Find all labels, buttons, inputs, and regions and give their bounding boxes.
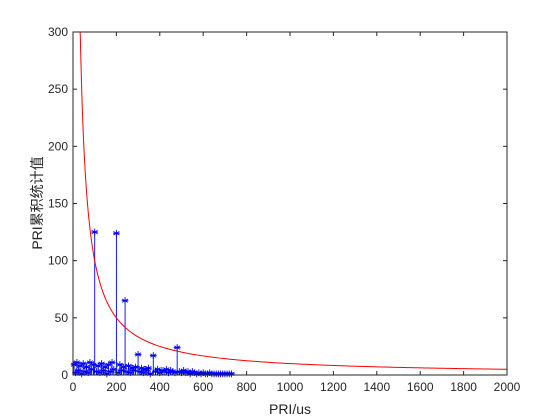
x-tick-label: 800: [237, 380, 257, 394]
stem-marker: [70, 361, 78, 369]
stem-marker: [145, 364, 152, 372]
x-tick-label: 1000: [277, 380, 304, 394]
x-tick-label: 400: [150, 380, 170, 394]
stem-marker: [81, 368, 89, 375]
stem-marker: [146, 370, 154, 378]
stem-marker: [99, 367, 107, 374]
stem-marker: [132, 363, 139, 371]
y-tick-label: 100: [48, 254, 68, 268]
stem-marker: [93, 368, 100, 375]
stem-marker: [88, 365, 96, 373]
stem-marker: [162, 365, 170, 373]
stem-marker: [79, 360, 87, 367]
x-tick-label: 1600: [407, 380, 434, 394]
stem-marker: [125, 362, 132, 370]
y-tick-label: 0: [61, 368, 68, 382]
stem-marker: [121, 297, 129, 305]
stem-marker: [154, 365, 162, 373]
y-tick-label: 300: [48, 25, 68, 39]
stem-marker: [128, 364, 136, 372]
stem-marker: [165, 369, 172, 377]
y-tick-label: 50: [55, 311, 69, 325]
y-axis-ticks: 0 50 100 150 200 250 300: [48, 25, 507, 382]
stem-marker: [78, 370, 86, 378]
stem-marker: [134, 351, 142, 358]
markers-series: [70, 228, 235, 378]
y-tick-label: 250: [48, 82, 68, 96]
stem-marker: [103, 370, 111, 378]
stem-marker: [89, 361, 97, 369]
stem-marker: [91, 228, 99, 236]
x-tick-label: 600: [193, 380, 213, 394]
x-tick-label: 2000: [494, 380, 521, 394]
threshold-curve: [79, 31, 508, 370]
stem-marker: [171, 369, 179, 377]
stem-marker: [83, 363, 90, 371]
stem-marker: [116, 361, 124, 369]
stem-marker: [186, 370, 194, 378]
stem-marker: [94, 362, 102, 370]
stem-marker: [106, 368, 114, 375]
stem-marker: [108, 359, 116, 366]
x-tick-label: 1400: [363, 380, 390, 394]
stem-marker: [76, 362, 84, 370]
stem-marker: [178, 369, 185, 377]
stem-marker: [160, 368, 168, 375]
stem-marker: [101, 363, 109, 371]
stem-marker: [180, 367, 188, 374]
x-tick-label: 1800: [450, 380, 477, 394]
stem-marker: [114, 369, 122, 377]
stem-marker: [130, 367, 138, 374]
stem-marker: [98, 360, 106, 367]
stem-marker: [228, 370, 235, 378]
stem-marker: [96, 369, 104, 377]
plot-area: [70, 31, 508, 378]
stem-marker: [73, 359, 81, 366]
x-tick-label: 200: [106, 380, 126, 394]
stem-marker: [136, 368, 144, 375]
y-tick-label: 150: [48, 197, 68, 211]
plot-background: [73, 32, 507, 375]
stem-marker: [123, 368, 131, 375]
stem-marker: [113, 229, 120, 237]
stem-marker: [184, 368, 192, 375]
stem-marker: [143, 367, 151, 374]
stem-marker: [86, 359, 94, 366]
stem-marker: [72, 369, 80, 377]
stem-marker: [105, 361, 112, 369]
stem-marker: [152, 368, 159, 375]
stem-marker: [118, 367, 126, 374]
stem-marker: [75, 367, 82, 374]
stem-marker: [126, 369, 134, 377]
y-axis-label: PRI累积统计值: [29, 156, 45, 249]
x-axis-ticks: 0 200 400 600 800 1000 1200 1400 1600 1800 2000: [70, 32, 521, 394]
stem-marker: [139, 369, 147, 377]
stem-marker: [84, 369, 92, 377]
x-tick-label: 1200: [320, 380, 347, 394]
y-tick-label: 200: [48, 139, 68, 153]
stem-marker: [119, 363, 127, 371]
stem-marker: [173, 344, 181, 351]
stem-marker: [138, 364, 145, 372]
x-axis-label: PRI/us: [269, 401, 311, 417]
stem-marker: [110, 365, 118, 373]
x-tick-label: 0: [70, 380, 77, 394]
stem-marker: [149, 352, 157, 359]
